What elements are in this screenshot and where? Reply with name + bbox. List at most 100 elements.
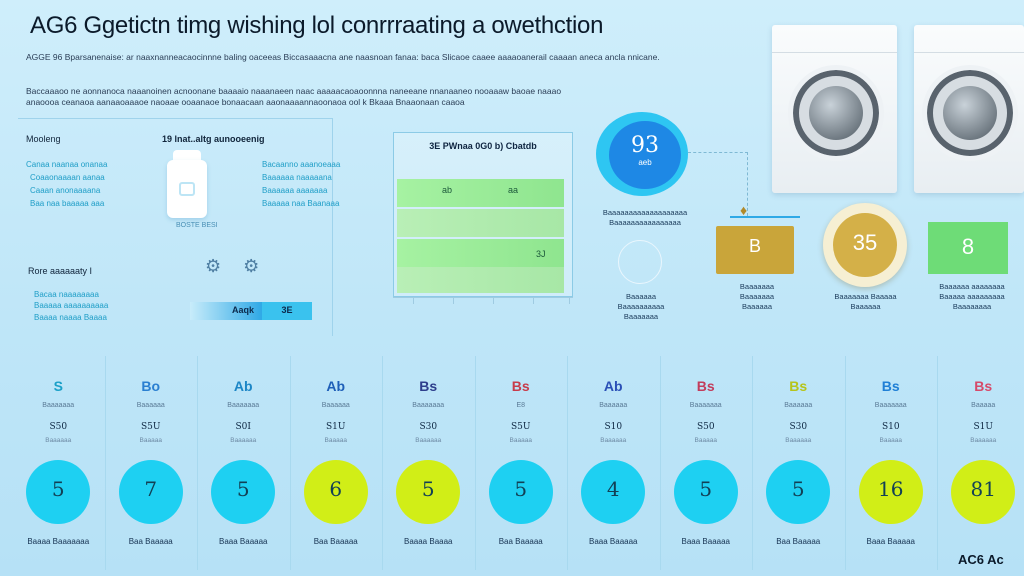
green-caption-2: Baaaaa aaaaaaaaa: [939, 292, 1005, 301]
green-caption-1: Baaaaaa aaaaaaaa: [939, 282, 1005, 291]
value-circle: 5: [488, 460, 553, 524]
coin-caption-1: Baaaaaaa Baaaaa: [834, 292, 897, 301]
column-code: E8: [516, 402, 526, 409]
grid-divider: [197, 356, 198, 570]
value-circle: 5: [26, 460, 91, 524]
chart-title: 3E PWnaa 0G0 b) Cbatdb: [429, 141, 537, 151]
water-tank-icon: [165, 150, 209, 218]
coin-caption-2: Baaaaaa: [850, 302, 881, 311]
value-circle: 16: [858, 460, 923, 524]
column-label: S50: [696, 422, 715, 432]
cyan-line-bottom-2: Baaaaa aaaaaaaaaa: [34, 301, 109, 310]
gold-caption-3: Baaaaaa: [741, 302, 773, 311]
grid-divider: [104, 356, 106, 570]
chart-bar-4: [397, 267, 564, 293]
cyan-line-right-4: Baaaaa naa Baanaaa: [262, 199, 340, 208]
column-code: Baaaaaaa: [874, 402, 907, 409]
value-circle: 4: [581, 460, 646, 524]
globe-icon: [618, 240, 662, 284]
column-icon: Bs: [789, 378, 808, 394]
split-bar-left: Aaqk: [190, 302, 262, 320]
column-sub: Baaaaaa: [230, 437, 257, 444]
cyan-line-right-1: Bacaanno aaanoeaaa: [262, 160, 341, 169]
value-circle: 5: [673, 460, 738, 524]
column-footer: Baaa Baaaaa: [219, 537, 268, 546]
cyan-line-left-3: Caaan anonaaaana: [30, 186, 101, 195]
column-sub: Baaaaa: [694, 437, 717, 444]
chart-bar-1-label: ab: [442, 185, 453, 195]
value-circle: 5: [211, 460, 276, 524]
cyan-line-bottom-1: Bacaa naaaaaaaa: [34, 290, 99, 299]
gold-caption-1: Baaaaaaa: [739, 282, 775, 291]
column-icon: Bs: [419, 378, 438, 394]
comparison-chart: 3E PWnaa 0G0 b) Cbatdb ab aa 3J: [393, 132, 573, 297]
column-footer: Baa Baaaaa: [128, 537, 173, 546]
split-bar: Aaqk 3E: [190, 302, 312, 320]
grid-divider: [659, 356, 661, 570]
column-footer: Baa Baaaaa: [776, 537, 821, 546]
dial-value: 93: [631, 133, 659, 158]
column-code: Baaaaaa: [136, 402, 165, 409]
column-sub: Baaaaaa: [970, 437, 997, 444]
dial-sub: aeb: [638, 158, 652, 167]
column-code: Baaaaaaa: [689, 402, 722, 409]
gold-square: B: [716, 226, 794, 274]
globe-caption-3: Baaaaaaa: [623, 312, 659, 321]
left-panel-label: Mooleng: [26, 134, 61, 144]
column-sub: Baaaaa: [879, 437, 902, 444]
column-footer: Baaa Baaaaa: [589, 537, 638, 546]
column-label: S30: [419, 422, 438, 432]
column-icon: Bs: [974, 378, 993, 394]
chart-bar-3: [397, 239, 564, 267]
grid-divider: [382, 356, 383, 570]
grid-divider: [289, 356, 291, 570]
dial: 93 aeb: [609, 121, 681, 189]
chart-bar-2: [397, 209, 564, 237]
connector-bar: [730, 216, 800, 218]
column-sub: Baaaaaa: [415, 437, 442, 444]
value-circle: 6: [303, 460, 368, 524]
chart-bar-3-value: 3J: [536, 249, 546, 259]
column-sub: Baaaaa: [509, 437, 532, 444]
intro-paragraph-1: AGGE 96 Bparsanenaise: ar naaxnanneacaoc…: [26, 52, 660, 62]
left-panel-label-bottom: Rore aaaaaaty I: [28, 266, 93, 276]
column-label: S0I: [235, 422, 251, 432]
gold-caption-2: Baaaaaaa: [739, 292, 775, 301]
washing-machine-2: [914, 25, 1024, 193]
cyan-line-bottom-3: Baaaa naaaa Baaaa: [34, 313, 107, 322]
grid-divider: [937, 356, 938, 570]
value-circle: 5: [766, 460, 831, 524]
value-circle: 7: [118, 460, 183, 524]
dial-caption-2: Baaaaaaaaaaaaaaaa: [609, 218, 681, 227]
gear-icons: ⚙⚙: [205, 256, 282, 276]
column-icon: Ab: [603, 378, 623, 394]
coin-value: 35: [833, 213, 897, 277]
green-square: 8: [928, 222, 1008, 274]
intro-paragraph-2: Baccaaaoo ne aonnanoca naaanoinen acnoon…: [26, 86, 562, 107]
column-label: S1U: [973, 422, 993, 432]
gold-square-value: B: [748, 236, 761, 256]
column-code: Baaaaa: [971, 402, 996, 409]
column-label: S10: [881, 422, 900, 432]
column-code: Baaaaaaa: [412, 402, 445, 409]
chart-bar-1: [397, 179, 564, 207]
column-code: Baaaaaaa: [42, 402, 75, 409]
split-bar-right: 3E: [262, 302, 312, 320]
footer-logo: AC6 Ac: [958, 552, 1004, 567]
column-footer: Baaaa Baaaa: [404, 537, 453, 546]
value-circle: 81: [951, 460, 1016, 524]
column-label: S5U: [141, 422, 161, 432]
column-footer: Baaa Baaaaa: [866, 537, 916, 546]
washing-machine-1: [772, 25, 897, 193]
green-caption-3: Baaaaaaaa: [952, 302, 992, 311]
value-circle: 5: [396, 460, 461, 524]
green-square-value: 8: [961, 234, 975, 259]
connector-line: [688, 152, 748, 216]
column-icon: Bo: [141, 378, 161, 394]
cyan-line-right-3: Baaaaaa aaaaaaa: [262, 186, 328, 195]
column-footer: Baa Baaaaa: [313, 537, 358, 546]
grid-divider: [844, 356, 846, 570]
column-label: S10: [604, 422, 623, 432]
left-panel-heading: 19 lnat..altg aunooeenig: [162, 134, 265, 144]
column-code: Baaaaaa: [599, 402, 628, 409]
